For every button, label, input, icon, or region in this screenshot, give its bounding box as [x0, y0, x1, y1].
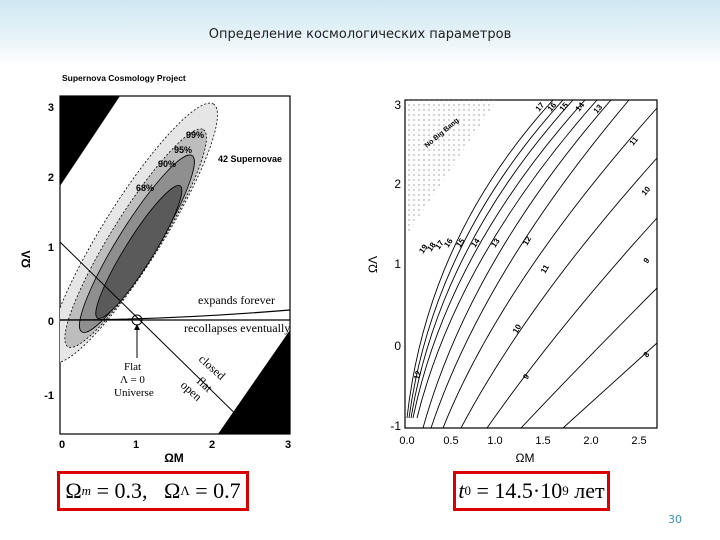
- left-y-tick: 0: [48, 316, 54, 328]
- right-x-tick: 2.0: [583, 435, 598, 447]
- page-number: 30: [668, 513, 682, 526]
- project-label: Supernova Cosmology Project: [62, 73, 186, 83]
- no-big-bang-region: [60, 96, 120, 186]
- supernovae-label: 42 Supernovae: [218, 154, 282, 164]
- right-x-tick: 0.5: [443, 435, 458, 447]
- left-x-axis-label: ΩM: [164, 451, 184, 465]
- left-y-axis-label: ΩΛ: [19, 250, 33, 268]
- arrow-head: [134, 324, 140, 330]
- left-x-tick: 0: [59, 439, 65, 451]
- right-y-tick: 1: [394, 257, 401, 271]
- right-x-tick: 1.5: [535, 435, 550, 447]
- label-95: 95%: [174, 145, 192, 155]
- age-contour-plot: 17 16 15 14 13 11 10 9 8 19 18 17 16 15 …: [366, 98, 658, 465]
- right-y-tick: -1: [390, 419, 401, 433]
- supernova-confidence-plot: Supernova Cosmology Project 99% 95% 90% …: [19, 73, 291, 465]
- right-y-tick: 2: [394, 177, 401, 191]
- flat-universe-label-3: Universe: [114, 387, 154, 399]
- left-x-tick: 2: [209, 439, 215, 451]
- slide-title: Определение космологических параметров: [208, 27, 512, 42]
- flat-universe-label-2: Λ = 0: [120, 374, 145, 386]
- label-99: 99%: [186, 130, 204, 140]
- label-68: 68%: [136, 183, 154, 193]
- right-x-axis-label: ΩM: [516, 451, 535, 465]
- contour-68: [95, 185, 183, 319]
- left-y-tick: -1: [44, 390, 54, 402]
- left-y-tick: 3: [48, 102, 54, 114]
- right-y-tick: 0: [394, 339, 401, 353]
- flat-universe-label-1: Flat: [124, 361, 141, 373]
- contour-label: 9: [521, 372, 531, 381]
- contour-label: 9: [642, 256, 652, 266]
- expands-forever-label: expands forever: [198, 293, 275, 307]
- contour-label: 12: [412, 369, 423, 380]
- left-y-tick: 2: [48, 172, 54, 184]
- right-x-tick: 2.5: [631, 435, 646, 447]
- flat-line: [60, 241, 257, 434]
- contour-label: 8: [642, 350, 652, 360]
- right-x-tick: 0.0: [399, 435, 414, 447]
- age-contour-lines: [406, 100, 657, 428]
- left-x-tick: 3: [285, 439, 291, 451]
- label-90: 90%: [158, 159, 176, 169]
- no-big-bang-dotted-region: [405, 100, 497, 238]
- excluded-region: [218, 330, 290, 434]
- right-y-axis-label: ΩΛ: [366, 256, 380, 273]
- left-x-tick: 1: [133, 439, 139, 451]
- right-x-tick: 1.0: [487, 435, 502, 447]
- left-y-tick: 1: [48, 242, 54, 254]
- recollapses-label: recollapses eventually: [184, 321, 290, 335]
- right-y-tick: 3: [394, 98, 401, 112]
- header-band: [0, 0, 720, 66]
- expansion-boundary: [60, 309, 290, 321]
